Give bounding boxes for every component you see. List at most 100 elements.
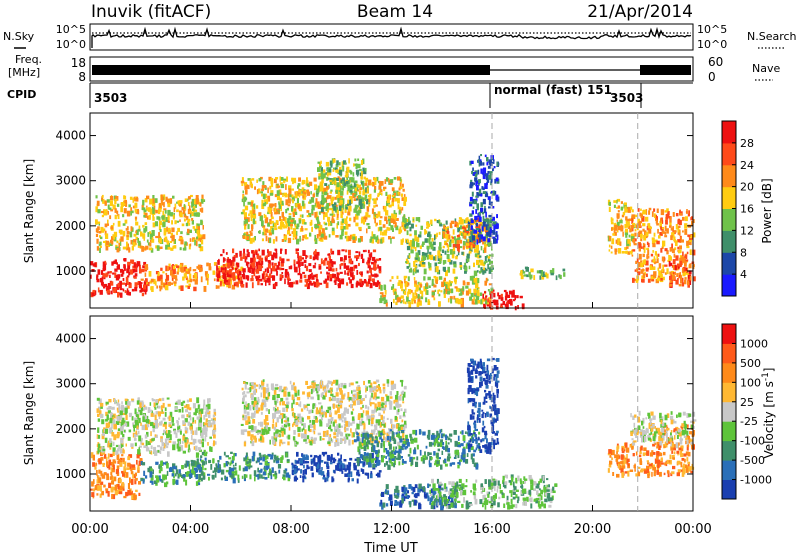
power-cell <box>336 177 339 181</box>
velocity-cell <box>175 465 178 469</box>
velocity-cell <box>373 392 377 398</box>
velocity-cell <box>214 441 217 445</box>
power-cell <box>653 208 656 212</box>
velocity-cell <box>109 438 112 443</box>
power-cell <box>472 206 475 209</box>
velocity-cell <box>375 421 379 426</box>
velocity-cell <box>358 395 362 400</box>
velocity-cell <box>129 480 132 483</box>
velocity-cell <box>382 431 386 434</box>
power-cell <box>373 198 377 205</box>
power-cell <box>333 167 335 171</box>
power-cell <box>390 218 394 223</box>
velocity-cell <box>351 439 354 445</box>
power-cell <box>269 192 274 196</box>
power-cell <box>376 222 378 226</box>
power-cell <box>476 217 480 222</box>
velocity-cell <box>116 433 120 439</box>
power-cell <box>256 253 260 259</box>
power-cell <box>655 279 659 284</box>
power-cell <box>633 243 637 246</box>
velocity-cell <box>359 399 362 405</box>
power-cell <box>672 212 675 217</box>
velocity-cell <box>400 426 403 431</box>
power-cell <box>175 278 178 281</box>
power-cell <box>660 209 665 216</box>
power-cell <box>475 244 479 251</box>
velocity-cell <box>142 419 146 423</box>
power-cell <box>149 233 153 240</box>
power-cell <box>158 237 162 244</box>
velocity-cell <box>267 463 269 469</box>
power-cell <box>357 163 361 169</box>
power-cell <box>258 275 261 279</box>
power-cell <box>478 255 482 258</box>
power-cell <box>434 218 437 222</box>
power-cell <box>331 208 334 214</box>
power-cell <box>479 238 481 243</box>
power-cell <box>104 223 108 228</box>
power-cell <box>689 275 692 281</box>
power-cell <box>246 236 249 240</box>
velocity-cell <box>113 398 115 402</box>
power-cell <box>396 190 399 196</box>
velocity-cell <box>253 426 257 432</box>
power-cell <box>499 305 504 308</box>
power-cell <box>453 263 457 268</box>
power-cell <box>419 284 423 288</box>
velocity-cell <box>362 404 364 408</box>
power-cell <box>671 232 675 238</box>
power-cell <box>479 159 482 163</box>
power-cell <box>133 197 135 202</box>
power-ytick-label: 2000 <box>55 219 86 233</box>
power-cell <box>423 268 427 275</box>
power-cell <box>477 300 481 304</box>
velocity-cell <box>301 417 304 423</box>
power-cell <box>620 201 623 204</box>
power-cell <box>672 248 675 252</box>
power-cell <box>290 224 293 227</box>
power-cell <box>424 238 428 243</box>
power-cell <box>641 278 645 283</box>
power-cell <box>102 273 105 278</box>
power-cell <box>638 242 641 249</box>
power-cell <box>403 194 406 197</box>
power-cell <box>97 287 100 293</box>
power-cell <box>128 271 131 276</box>
power-cell <box>493 225 496 232</box>
power-cell <box>656 254 659 259</box>
power-cell <box>149 208 153 215</box>
velocity-cell <box>360 413 364 418</box>
power-cell <box>109 271 112 274</box>
power-cell <box>315 278 319 284</box>
power-cell <box>103 240 107 243</box>
power-cell <box>624 247 628 250</box>
power-cell <box>665 219 668 225</box>
power-cell <box>379 216 383 219</box>
power-cell <box>235 252 238 258</box>
power-cell <box>361 171 363 177</box>
power-cell <box>428 264 431 269</box>
power-cell <box>279 216 282 222</box>
velocity-cell <box>128 454 133 458</box>
velocity-cell <box>136 425 139 429</box>
power-cell <box>241 198 244 203</box>
power-cell <box>323 260 326 266</box>
power-cell <box>354 255 357 259</box>
nsearch-label: N.Search <box>747 30 797 43</box>
power-cell <box>171 227 175 233</box>
velocity-cell <box>286 406 288 412</box>
power-cell <box>404 227 407 232</box>
power-cell <box>328 195 332 199</box>
power-cell <box>391 201 394 207</box>
power-cell <box>630 224 634 229</box>
power-cell <box>684 279 687 285</box>
velocity-cell <box>385 437 388 443</box>
power-cell <box>447 258 451 262</box>
power-cell <box>159 220 162 225</box>
velocity-cell <box>389 403 393 410</box>
velocity-cell <box>136 414 139 417</box>
power-cell <box>438 276 443 280</box>
power-cell <box>281 211 284 218</box>
power-cell <box>267 222 270 227</box>
